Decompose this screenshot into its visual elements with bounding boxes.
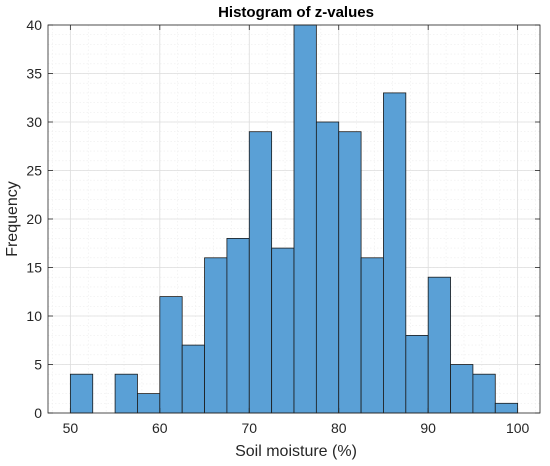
histogram-bar bbox=[383, 92, 407, 414]
histogram-bar bbox=[494, 402, 519, 414]
axes: 50 60 70 80 90 100 0 5 10 15 20 25 30 35 40 bbox=[26, 17, 541, 436]
y-tick-label: 20 bbox=[26, 211, 42, 227]
y-tick-label: 15 bbox=[26, 260, 42, 276]
histogram-bar bbox=[405, 334, 429, 414]
y-tick-label: 30 bbox=[26, 114, 42, 130]
histogram-bar bbox=[338, 131, 362, 414]
histogram-bar bbox=[159, 296, 183, 414]
histogram-bar bbox=[114, 373, 138, 414]
histogram-bar bbox=[69, 373, 94, 414]
y-tick-label: 10 bbox=[26, 308, 42, 324]
y-tick-label: 40 bbox=[26, 17, 42, 33]
histogram-bar bbox=[226, 237, 250, 414]
histogram-bar bbox=[360, 257, 384, 414]
x-tick-label: 100 bbox=[506, 420, 530, 436]
histogram-bars bbox=[69, 24, 519, 414]
x-axis-label: Soil moisture (%) bbox=[235, 443, 357, 460]
histogram-bar bbox=[137, 393, 161, 414]
y-tick-label: 0 bbox=[34, 405, 42, 421]
y-tick-label: 5 bbox=[34, 357, 42, 373]
x-tick-label: 90 bbox=[420, 420, 436, 436]
histogram-bar bbox=[427, 276, 451, 414]
x-tick-label: 80 bbox=[331, 420, 347, 436]
x-tick-label: 70 bbox=[241, 420, 257, 436]
histogram-bar bbox=[472, 373, 496, 414]
chart-title: Histogram of z-values bbox=[218, 4, 374, 21]
y-axis-label: Frequency bbox=[4, 181, 21, 257]
histogram-bar bbox=[293, 24, 317, 414]
histogram-bar bbox=[204, 257, 228, 414]
y-tick-label: 35 bbox=[26, 66, 42, 82]
histogram-bar bbox=[315, 121, 340, 414]
histogram-bar bbox=[181, 344, 205, 414]
histogram-bar bbox=[248, 131, 273, 414]
histogram-bar bbox=[450, 364, 474, 414]
x-tick-label: 50 bbox=[63, 420, 79, 436]
x-tick-label: 60 bbox=[152, 420, 168, 436]
histogram-bar bbox=[271, 247, 295, 414]
y-tick-label: 25 bbox=[26, 163, 42, 179]
